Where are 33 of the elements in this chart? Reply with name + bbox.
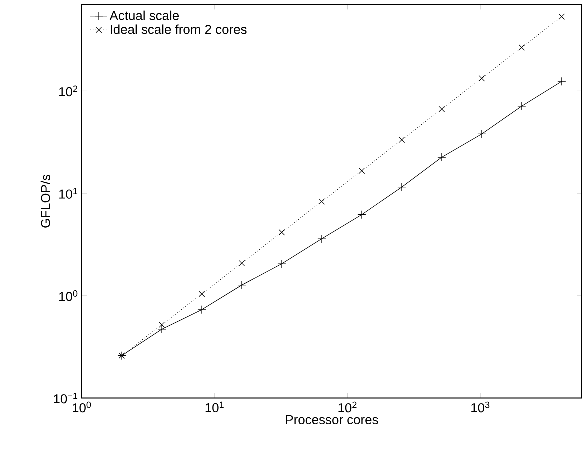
point xyxy=(198,306,206,314)
point xyxy=(158,325,166,334)
point xyxy=(358,210,366,220)
point xyxy=(198,291,206,298)
point xyxy=(278,260,286,268)
point xyxy=(398,183,406,192)
x-tick-label: 10$^{2}$ xyxy=(338,402,357,413)
point xyxy=(278,229,286,236)
point xyxy=(238,281,246,290)
point xyxy=(358,168,366,174)
point xyxy=(518,102,526,111)
point xyxy=(558,77,566,86)
point xyxy=(558,14,566,20)
point xyxy=(478,75,486,82)
y-tick-label: 10$^{2}$ xyxy=(60,86,78,97)
x-tick-label: 10$^{1}$ xyxy=(206,402,224,413)
y-tick-label: 10$^{0}$ xyxy=(60,290,78,302)
point xyxy=(438,153,446,162)
legend-label: Actual scale xyxy=(110,10,180,20)
point xyxy=(478,130,486,139)
y-axis-title: GFLOP/s xyxy=(40,174,50,228)
point xyxy=(238,260,246,267)
y-tick-label: 10$^{1}$ xyxy=(60,188,78,199)
point xyxy=(438,106,446,112)
legend-label: Ideal scale from 2 cores xyxy=(110,24,247,34)
point xyxy=(318,234,326,244)
x-tick-label: 10$^{3}$ xyxy=(472,402,490,413)
x-axis-title: Processor cores xyxy=(286,415,378,424)
point xyxy=(518,44,526,51)
y-tick-label: 10$^{−1}$ xyxy=(54,392,78,404)
x-tick-label: 10$^{0}$ xyxy=(73,402,92,413)
point xyxy=(398,136,406,144)
point xyxy=(318,198,326,205)
